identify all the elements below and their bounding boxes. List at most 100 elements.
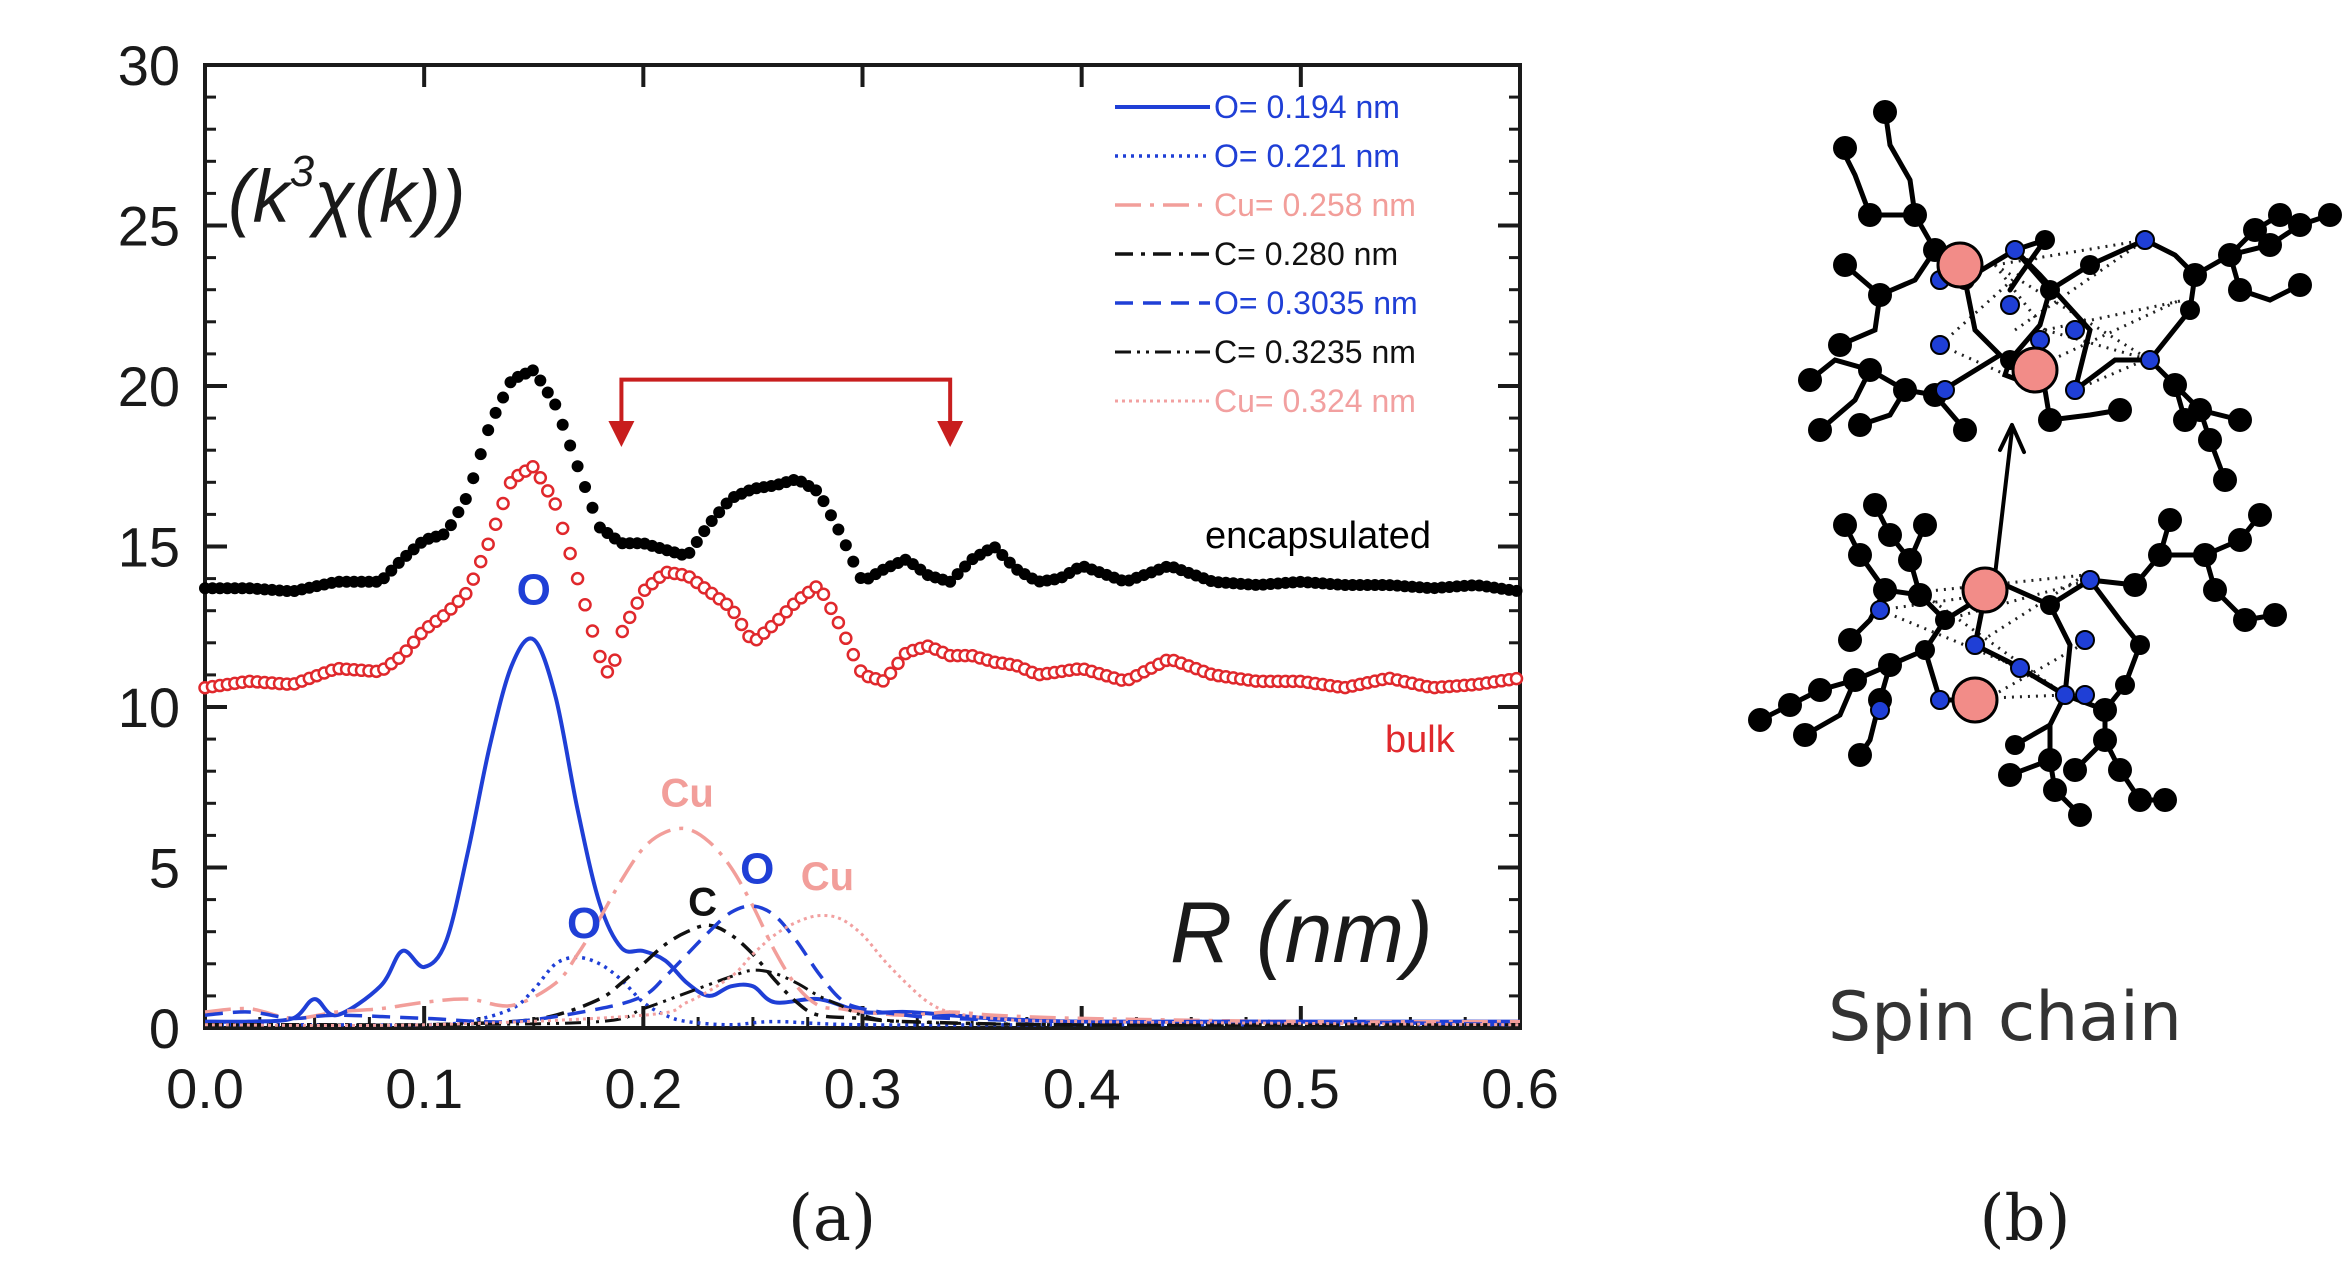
y-tick-label: 20 xyxy=(118,355,180,418)
data-point xyxy=(831,615,846,630)
y-tick-label: 25 xyxy=(118,195,180,258)
data-point xyxy=(541,484,555,498)
series-line-o-0-194-nm xyxy=(204,636,1520,1024)
data-point xyxy=(630,596,644,610)
series-line-c-0-280-nm xyxy=(205,923,1521,1027)
data-point xyxy=(615,624,630,639)
data-point xyxy=(772,612,786,627)
panel-a-label: (a) xyxy=(788,1182,876,1256)
peak-label-cu: Cu xyxy=(661,772,714,816)
data-point xyxy=(713,506,726,519)
data-point xyxy=(891,656,905,671)
legend-label: C= 0.280 nm xyxy=(1214,236,1398,272)
peak-label-cu: Cu xyxy=(801,855,854,899)
x-tick-label: 0.5 xyxy=(1262,1057,1340,1120)
chart-panel-a: 0 5 10 15 20 25 30 0.0 0.1 0.2 0.3 0.4 0.5 0.6 O O Cu C… xyxy=(118,34,1559,1256)
panel-b-label: (b) xyxy=(1980,1182,2071,1256)
data-point xyxy=(534,374,547,387)
data-point xyxy=(593,649,607,664)
data-point xyxy=(392,556,405,569)
data-point xyxy=(824,509,837,522)
data-point xyxy=(586,501,599,514)
data-point xyxy=(622,610,637,625)
y-tick-label: 0 xyxy=(149,997,180,1060)
series-encapsulated xyxy=(199,364,1523,598)
spin-chain-diagram: Spin chain (b) xyxy=(1748,100,2342,1256)
data-point xyxy=(705,514,718,527)
carbon-atoms xyxy=(1748,100,2342,827)
data-point xyxy=(473,554,488,569)
y-label-pre: (k xyxy=(228,155,294,238)
data-point xyxy=(600,665,615,679)
y-tick-label: 5 xyxy=(149,837,180,900)
x-tick-label: 0.2 xyxy=(604,1057,682,1120)
legend: O= 0.194 nm O= 0.221 nm Cu= 0.258 nm C= 0.2… xyxy=(1115,89,1418,419)
y-label-superscript: 3 xyxy=(290,147,315,196)
arrow-head-right xyxy=(937,420,964,447)
data-point xyxy=(683,546,696,559)
data-point xyxy=(578,598,592,612)
data-point xyxy=(556,418,569,431)
data-point xyxy=(817,495,830,508)
arrow-bracket-line xyxy=(619,377,953,425)
peak-label-o: O xyxy=(517,565,551,614)
data-point xyxy=(839,539,852,552)
data-point xyxy=(847,555,860,568)
dotted-bonds xyxy=(1879,238,2186,702)
arrow-head-left xyxy=(608,420,635,447)
data-point xyxy=(824,601,838,616)
peak-label-c: C xyxy=(688,881,717,925)
series-bulk xyxy=(198,460,1524,695)
y-tick-label: 30 xyxy=(118,34,180,97)
series-line-c-0-3235-nm xyxy=(204,968,1521,1027)
data-point xyxy=(719,597,734,612)
data-point xyxy=(585,624,600,638)
data-point xyxy=(1509,671,1524,686)
data-point xyxy=(488,517,503,531)
data-point xyxy=(816,587,831,601)
x-tick-label: 0.3 xyxy=(824,1057,902,1120)
data-point xyxy=(452,506,465,519)
series-line-cu-0-258-nm xyxy=(204,826,1521,1024)
data-point xyxy=(959,560,972,573)
data-point xyxy=(779,605,793,619)
legend-label: Cu= 0.258 nm xyxy=(1214,187,1416,223)
data-point xyxy=(541,386,554,399)
data-point xyxy=(734,617,749,632)
solid-bonds xyxy=(1757,107,2333,818)
data-point xyxy=(437,528,450,541)
oxygen-atoms xyxy=(1870,230,2160,720)
data-point xyxy=(951,568,964,581)
y-axis-label: (k3χ(k)) xyxy=(228,147,465,238)
data-point xyxy=(698,525,711,538)
data-point xyxy=(846,647,861,662)
data-point xyxy=(839,631,853,646)
data-point xyxy=(474,448,487,461)
copper-atoms xyxy=(1936,241,2059,724)
data-point xyxy=(988,541,1001,554)
data-point xyxy=(727,605,741,620)
data-point xyxy=(555,521,570,536)
data-point xyxy=(459,492,472,505)
data-point xyxy=(497,391,510,404)
data-point xyxy=(876,674,890,688)
y-tick-label: 10 xyxy=(118,676,180,739)
legend-label: O= 0.194 nm xyxy=(1214,89,1400,125)
x-tick-label: 0.0 xyxy=(166,1057,244,1120)
data-point xyxy=(526,364,539,377)
data-point xyxy=(482,424,495,437)
data-point xyxy=(489,406,502,419)
y-tick-label: 15 xyxy=(118,516,180,579)
x-tick-label: 0.6 xyxy=(1481,1057,1559,1120)
y-axis: 0 5 10 15 20 25 30 xyxy=(118,34,1520,1060)
data-point xyxy=(549,398,562,411)
legend-label: O= 0.221 nm xyxy=(1214,138,1400,174)
encapsulated-label: encapsulated xyxy=(1205,515,1431,557)
data-point xyxy=(563,546,577,561)
data-point xyxy=(1510,584,1523,597)
data-point xyxy=(810,484,823,497)
data-point xyxy=(444,602,458,616)
data-point xyxy=(496,496,510,511)
bulk-label: bulk xyxy=(1385,719,1456,761)
data-point xyxy=(1003,556,1016,569)
